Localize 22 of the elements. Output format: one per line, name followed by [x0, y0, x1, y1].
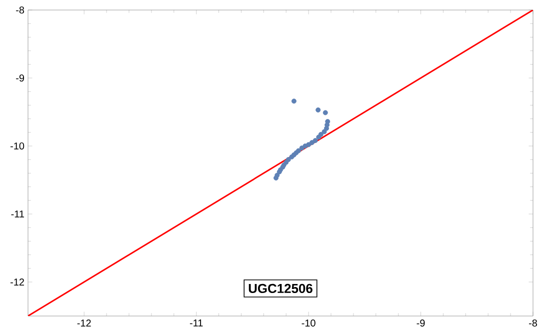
y-tick-label: -8: [16, 6, 24, 14]
point: [274, 175, 279, 180]
x-tick-label: -8: [529, 320, 537, 327]
point: [302, 144, 308, 148]
point: [309, 140, 314, 146]
point: [291, 98, 296, 104]
x-tick-label: -9: [416, 320, 425, 327]
point: [324, 126, 330, 131]
point: [316, 134, 322, 140]
x-tick-label: -11: [190, 320, 203, 326]
y-tick-label: -9: [16, 74, 24, 82]
point: [299, 146, 304, 151]
point: [322, 110, 328, 116]
y-tick-label: -11: [11, 210, 24, 218]
point: [316, 107, 321, 112]
y-tick-label: -12: [10, 278, 24, 286]
x-tick-label: -10: [302, 320, 316, 327]
point: [312, 138, 318, 144]
x-tick-label: -12: [77, 320, 91, 326]
annotation: UGC12506: [248, 284, 312, 294]
y-tick-label: -10: [10, 142, 24, 150]
point: [322, 129, 327, 134]
